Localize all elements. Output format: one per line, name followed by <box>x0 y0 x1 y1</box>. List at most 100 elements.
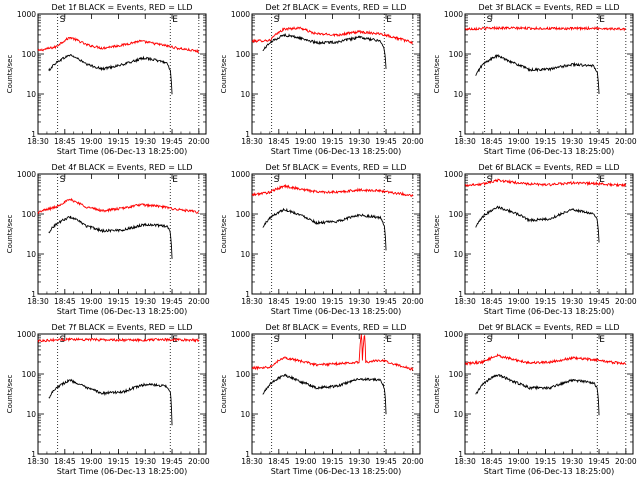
y-tick-label: 1 <box>31 130 36 139</box>
x-tick-label: 19:30 <box>134 137 156 146</box>
x-tick-label: 18:45 <box>54 137 76 146</box>
y-tick-label: 100 <box>22 210 37 219</box>
panel-det-6: Det 6f BLACK = Events, RED = LLD 1 10 100 10… <box>433 163 637 316</box>
y-tick-label: 10 <box>453 90 463 99</box>
x-tick-label: 19:00 <box>81 137 103 146</box>
x-tick-label: 19:15 <box>108 457 130 466</box>
y-tick-label: 1 <box>245 450 250 459</box>
marker-label: S <box>487 175 493 185</box>
x-tick-label: 19:00 <box>295 297 317 306</box>
marker-label: S <box>274 175 280 185</box>
y-tick-label: 100 <box>22 370 37 379</box>
panel-title: Det 6f BLACK = Events, RED = LLD <box>478 163 619 172</box>
y-axis-label: Counts/sec <box>433 215 441 254</box>
x-tick-label: 20:00 <box>188 457 210 466</box>
x-tick-label: 18:45 <box>481 137 503 146</box>
plot-frame <box>37 13 207 135</box>
marker-label: E <box>386 335 392 345</box>
plot-frame <box>464 173 634 295</box>
plot-frame <box>37 173 207 295</box>
marker-label: E <box>172 175 178 185</box>
panel-det-3: Det 3f BLACK = Events, RED = LLD 1 10 100 10… <box>433 3 637 156</box>
x-tick-label: 20:00 <box>188 137 210 146</box>
y-tick-label: 1000 <box>17 330 36 339</box>
x-tick-label: 18:30 <box>241 297 263 306</box>
panel-title: Det 8f BLACK = Events, RED = LLD <box>265 323 406 332</box>
x-tick-label: 19:45 <box>161 137 183 146</box>
x-tick-label: 19:30 <box>561 457 583 466</box>
x-tick-label: 20:00 <box>402 137 424 146</box>
lld-series-line <box>251 334 414 372</box>
x-tick-label: 19:30 <box>348 137 370 146</box>
panel-det-8: Det 8f BLACK = Events, RED = LLD 1 10 100 10… <box>220 323 424 476</box>
x-tick-label: 19:00 <box>81 457 103 466</box>
events-series-line <box>48 378 173 426</box>
plot-frame <box>251 13 421 135</box>
y-axis-label: Counts/sec <box>220 55 228 94</box>
marker-label: E <box>599 335 605 345</box>
x-tick-label: 19:00 <box>81 297 103 306</box>
x-tick-label: 18:30 <box>27 297 49 306</box>
y-tick-label: 1000 <box>231 170 250 179</box>
x-tick-label: 19:45 <box>588 297 610 306</box>
lld-series-line <box>464 178 627 188</box>
y-tick-label: 1000 <box>444 170 463 179</box>
y-tick-label: 1000 <box>231 10 250 19</box>
x-tick-label: 19:45 <box>375 457 397 466</box>
x-axis-label: Start Time (06-Dec-13 18:25:00) <box>271 307 402 316</box>
y-tick-label: 100 <box>236 210 251 219</box>
x-axis-label: Start Time (06-Dec-13 18:25:00) <box>271 147 402 156</box>
x-tick-label: 19:00 <box>508 297 530 306</box>
lld-series-line <box>251 26 414 45</box>
x-tick-label: 19:30 <box>348 457 370 466</box>
x-tick-label: 19:15 <box>322 137 344 146</box>
y-axis-label: Counts/sec <box>220 215 228 254</box>
panel-title: Det 4f BLACK = Events, RED = LLD <box>51 163 192 172</box>
x-axis-label: Start Time (06-Dec-13 18:25:00) <box>57 467 188 476</box>
y-tick-label: 100 <box>449 370 464 379</box>
y-tick-label: 1 <box>245 130 250 139</box>
x-tick-label: 18:45 <box>268 137 290 146</box>
x-tick-label: 19:00 <box>295 137 317 146</box>
y-tick-label: 1000 <box>444 330 463 339</box>
y-tick-label: 10 <box>240 250 250 259</box>
panel-title: Det 1f BLACK = Events, RED = LLD <box>51 3 192 12</box>
x-tick-label: 20:00 <box>402 457 424 466</box>
lld-series-line <box>251 183 414 198</box>
y-tick-label: 1000 <box>17 10 36 19</box>
x-tick-label: 20:00 <box>402 297 424 306</box>
x-tick-label: 18:30 <box>241 137 263 146</box>
x-tick-label: 18:30 <box>454 297 476 306</box>
plot-frame <box>37 333 207 455</box>
x-tick-label: 19:30 <box>134 297 156 306</box>
x-tick-label: 20:00 <box>615 137 637 146</box>
x-tick-label: 18:45 <box>268 457 290 466</box>
x-tick-label: 19:45 <box>375 137 397 146</box>
y-axis-label: Counts/sec <box>220 375 228 414</box>
plot-frame <box>251 333 421 455</box>
plot-frame <box>251 173 421 295</box>
x-axis-label: Start Time (06-Dec-13 18:25:00) <box>484 307 615 316</box>
x-tick-label: 19:45 <box>161 297 183 306</box>
marker-label: S <box>60 15 66 25</box>
y-tick-label: 10 <box>26 90 36 99</box>
x-tick-label: 18:45 <box>54 297 76 306</box>
x-axis-label: Start Time (06-Dec-13 18:25:00) <box>57 307 188 316</box>
x-tick-label: 19:15 <box>322 297 344 306</box>
x-tick-label: 19:45 <box>588 137 610 146</box>
x-tick-label: 19:15 <box>535 457 557 466</box>
x-axis-label: Start Time (06-Dec-13 18:25:00) <box>57 147 188 156</box>
events-series-line <box>48 215 173 259</box>
x-axis-label: Start Time (06-Dec-13 18:25:00) <box>271 467 402 476</box>
y-tick-label: 100 <box>236 50 251 59</box>
y-tick-label: 1 <box>245 290 250 299</box>
y-tick-label: 100 <box>236 370 251 379</box>
x-tick-label: 18:30 <box>27 457 49 466</box>
x-tick-label: 18:30 <box>454 137 476 146</box>
y-tick-label: 10 <box>240 90 250 99</box>
x-tick-label: 19:45 <box>161 457 183 466</box>
x-tick-label: 19:15 <box>108 137 130 146</box>
marker-label: S <box>487 335 493 345</box>
y-tick-label: 10 <box>453 410 463 419</box>
x-tick-label: 18:30 <box>241 457 263 466</box>
